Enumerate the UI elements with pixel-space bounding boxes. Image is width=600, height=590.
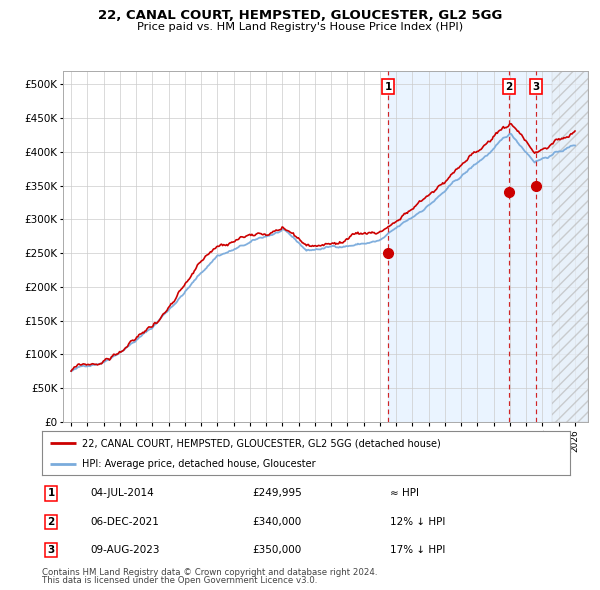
Text: 1: 1 bbox=[385, 81, 392, 91]
Text: 22, CANAL COURT, HEMPSTED, GLOUCESTER, GL2 5GG (detached house): 22, CANAL COURT, HEMPSTED, GLOUCESTER, G… bbox=[82, 438, 440, 448]
Text: 2: 2 bbox=[505, 81, 512, 91]
Text: 12% ↓ HPI: 12% ↓ HPI bbox=[390, 517, 445, 527]
Text: Contains HM Land Registry data © Crown copyright and database right 2024.: Contains HM Land Registry data © Crown c… bbox=[42, 568, 377, 577]
Text: 22, CANAL COURT, HEMPSTED, GLOUCESTER, GL2 5GG: 22, CANAL COURT, HEMPSTED, GLOUCESTER, G… bbox=[98, 9, 502, 22]
Text: 04-JUL-2014: 04-JUL-2014 bbox=[90, 489, 154, 499]
Text: £350,000: £350,000 bbox=[252, 545, 301, 555]
Bar bbox=[552, 71, 588, 422]
Text: Price paid vs. HM Land Registry's House Price Index (HPI): Price paid vs. HM Land Registry's House … bbox=[137, 22, 463, 32]
Text: 06-DEC-2021: 06-DEC-2021 bbox=[90, 517, 159, 527]
Text: £340,000: £340,000 bbox=[252, 517, 301, 527]
Text: 2: 2 bbox=[47, 517, 55, 527]
Text: 3: 3 bbox=[47, 545, 55, 555]
Text: £249,995: £249,995 bbox=[252, 489, 302, 499]
Text: ≈ HPI: ≈ HPI bbox=[390, 489, 419, 499]
Text: 3: 3 bbox=[532, 81, 539, 91]
Bar bbox=[388, 71, 588, 422]
Text: This data is licensed under the Open Government Licence v3.0.: This data is licensed under the Open Gov… bbox=[42, 576, 317, 585]
Text: HPI: Average price, detached house, Gloucester: HPI: Average price, detached house, Glou… bbox=[82, 459, 315, 469]
Text: 1: 1 bbox=[47, 489, 55, 499]
Text: 17% ↓ HPI: 17% ↓ HPI bbox=[390, 545, 445, 555]
Text: 09-AUG-2023: 09-AUG-2023 bbox=[90, 545, 160, 555]
